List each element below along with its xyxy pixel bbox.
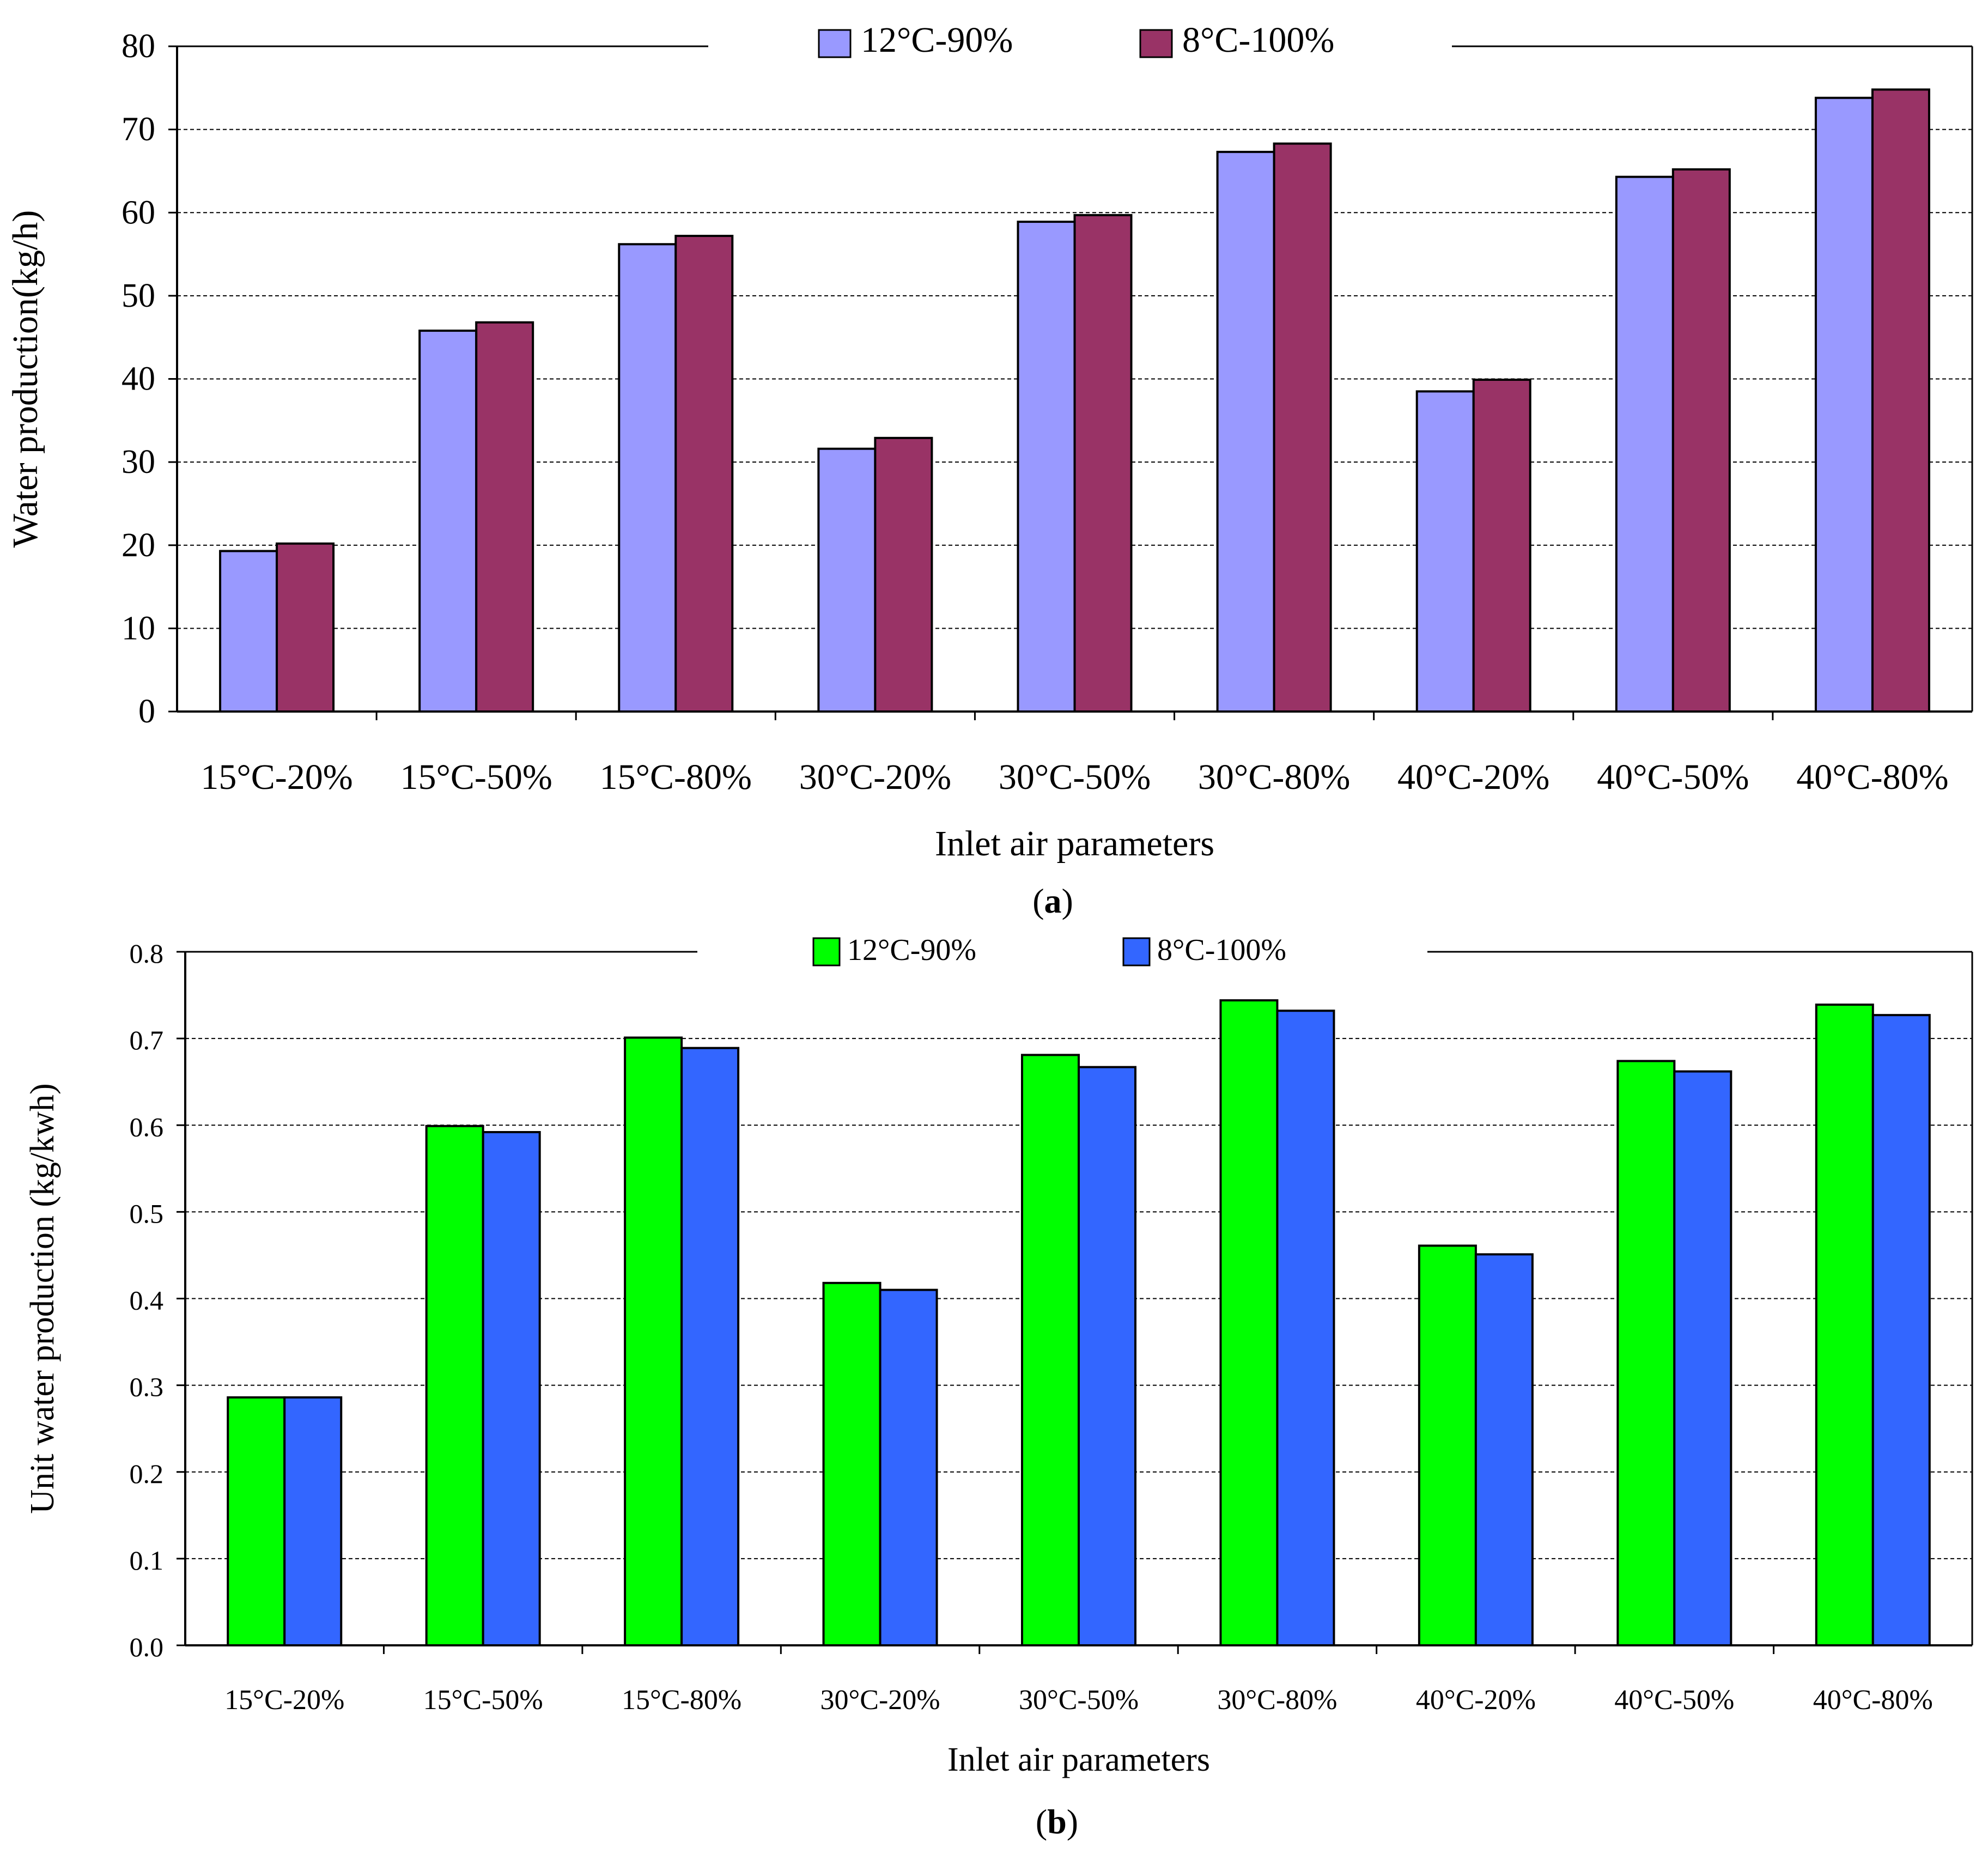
x-category-label: 15°C-20% — [224, 1685, 344, 1716]
panel-label-part: ( — [1036, 1802, 1047, 1841]
panel-label-part: ( — [1032, 882, 1044, 920]
bar-series-2 — [879, 1288, 938, 1646]
bar-series-1 — [418, 329, 478, 713]
x-category-label: 30°C-20% — [820, 1685, 940, 1716]
y-tick-label: 60 — [121, 194, 155, 231]
bar-series-1 — [1815, 1004, 1874, 1646]
x-category-label: 40°C-80% — [1796, 757, 1948, 797]
bar-series-2 — [1871, 88, 1930, 713]
bar-series-2 — [1671, 168, 1731, 713]
x-category-label: 15°C-50% — [423, 1685, 543, 1716]
x-category-label: 30°C-80% — [1198, 757, 1350, 797]
y-tick-label: 0.8 — [130, 938, 164, 969]
bar-series-1 — [1615, 175, 1674, 713]
bar-series-2 — [276, 542, 335, 713]
bar-series-2 — [1871, 1014, 1931, 1646]
y-tick-label: 0.1 — [130, 1545, 164, 1576]
y-tick-label: 0.5 — [130, 1198, 164, 1229]
panel-label: (b) — [1036, 1802, 1078, 1841]
y-tick-label: 40 — [121, 361, 155, 398]
panel-label: (a) — [1032, 882, 1073, 920]
y-tick-label: 0.4 — [130, 1285, 164, 1316]
legend-label: 12°C-90% — [847, 933, 976, 967]
bar-series-2 — [680, 1047, 740, 1646]
bar-series-2 — [475, 321, 534, 713]
y-axis-title: Water production(kg/h) — [5, 210, 45, 548]
x-category-label: 30°C-50% — [1019, 1685, 1139, 1716]
bar-series-1 — [425, 1124, 484, 1647]
y-tick-label: 0.2 — [130, 1458, 164, 1489]
bar-series-1 — [227, 1396, 286, 1647]
bar-series-2 — [1073, 214, 1133, 713]
legend-swatch — [818, 29, 852, 58]
bar-series-1 — [1021, 1054, 1080, 1646]
panel-label-part: ) — [1062, 882, 1073, 920]
bar-series-2 — [1273, 142, 1332, 713]
legend-swatch — [1139, 29, 1173, 58]
x-category-label: 40°C-20% — [1416, 1685, 1536, 1716]
x-category-label: 30°C-80% — [1217, 1685, 1337, 1716]
bar-series-1 — [1219, 999, 1279, 1646]
x-category-label: 15°C-50% — [400, 757, 552, 797]
x-category-label: 40°C-50% — [1597, 757, 1749, 797]
x-category-label: 15°C-80% — [622, 1685, 741, 1716]
x-axis-title: Inlet air parameters — [947, 1741, 1210, 1778]
chart-panel-b: 0.0 0.1 0.2 0.3 0.4 0.5 0.6 0.7 0.8 15°C-20% 15°C-… — [24, 933, 1973, 1841]
bar-series-2 — [674, 234, 734, 713]
y-tick-label: 30 — [121, 443, 155, 481]
y-tick-label: 0.7 — [130, 1025, 164, 1055]
y-tick-label: 10 — [121, 610, 155, 647]
legend: 12°C-90% 8°C-100% — [812, 933, 1286, 967]
bar-series-1 — [1814, 96, 1874, 713]
x-category-label: 30°C-20% — [799, 757, 951, 797]
y-tick-label: 0.0 — [130, 1632, 164, 1662]
y-tick-label: 0.3 — [130, 1372, 164, 1402]
bar-series-2 — [874, 436, 933, 713]
bar-series-2 — [1078, 1066, 1136, 1646]
legend-label: 8°C-100% — [1182, 20, 1334, 60]
bar-series-1 — [822, 1281, 881, 1646]
y-tick-label: 70 — [121, 111, 155, 148]
panel-label-part: b — [1047, 1802, 1067, 1841]
y-tick-label: 80 — [121, 28, 155, 65]
legend-swatch — [1122, 937, 1151, 966]
bar-series-2 — [1673, 1070, 1732, 1646]
panel-label-part: a — [1044, 882, 1062, 920]
bar-series-1 — [618, 243, 677, 713]
bar-series-1 — [1017, 221, 1076, 713]
legend-swatch — [812, 937, 841, 966]
bar-series-1 — [219, 550, 278, 713]
bar-series-1 — [1216, 150, 1275, 713]
y-tick-label: 20 — [121, 527, 155, 564]
bar-series-1 — [1616, 1060, 1676, 1646]
y-tick-label: 50 — [121, 277, 155, 314]
panel-label-part: ) — [1067, 1802, 1078, 1841]
y-axis-title: Unit water production (kg/kwh) — [24, 1083, 61, 1513]
legend-label: 12°C-90% — [861, 20, 1013, 60]
bar-series-2 — [1276, 1010, 1335, 1646]
bar-series-1 — [624, 1036, 683, 1646]
x-category-label: 15°C-80% — [600, 757, 752, 797]
x-category-label: 40°C-20% — [1397, 757, 1549, 797]
x-category-label: 40°C-80% — [1813, 1685, 1933, 1716]
legend-label: 8°C-100% — [1157, 933, 1286, 967]
chart-panel-a: 0 10 20 30 40 50 60 70 80 15°C-20% 15°C-50% 15°C-80… — [5, 20, 1973, 920]
y-tick-label: 0 — [138, 693, 155, 730]
x-category-label: 30°C-50% — [999, 757, 1151, 797]
y-tick-label: 0.6 — [130, 1111, 164, 1142]
x-category-label: 40°C-50% — [1614, 1685, 1734, 1716]
bar-series-1 — [1418, 1244, 1477, 1647]
bar-series-2 — [283, 1396, 343, 1647]
bar-series-1 — [817, 447, 877, 713]
bar-series-2 — [1474, 1253, 1534, 1646]
legend: 12°C-90% 8°C-100% — [818, 20, 1334, 60]
bar-series-2 — [482, 1130, 541, 1646]
x-category-label: 15°C-20% — [200, 757, 352, 797]
bar-series-1 — [1415, 390, 1475, 713]
x-axis-title: Inlet air parameters — [935, 824, 1214, 864]
bar-series-2 — [1472, 379, 1531, 713]
